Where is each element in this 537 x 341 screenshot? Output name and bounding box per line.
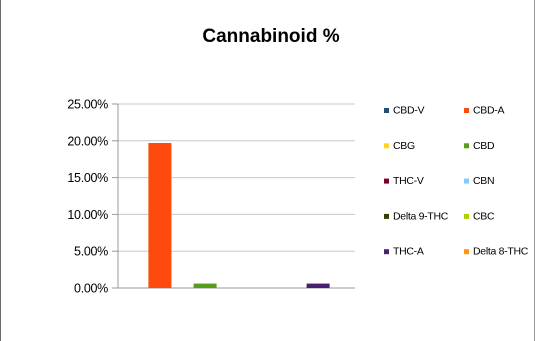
y-tick-label: 0.00%	[74, 282, 108, 296]
legend-swatch	[384, 249, 389, 255]
legend-label: CBC	[473, 210, 495, 222]
legend-label: CBD-V	[393, 105, 424, 117]
legend-swatch	[384, 108, 389, 113]
chart-title: Cannabinoid %	[202, 26, 339, 47]
bars	[148, 143, 330, 288]
legend-label: CBN	[473, 175, 494, 187]
legend-swatch	[464, 143, 469, 149]
legend-swatch	[384, 213, 389, 219]
legend-label: Delta 8-THC	[473, 246, 529, 258]
legend-swatch	[384, 178, 389, 184]
legend-label: CBD	[473, 140, 495, 152]
legend: CBD-V CBD-A CBG CBD THC-V CBN Delta 9-THC CBC TH…	[384, 105, 529, 258]
y-tick-label: 25.00%	[67, 98, 108, 112]
y-tick-label: 10.00%	[67, 208, 108, 222]
legend-swatch	[464, 108, 469, 113]
legend-label: Delta 9-THC	[393, 210, 449, 222]
legend-swatch	[384, 143, 389, 149]
y-tick-label: 15.00%	[67, 171, 108, 185]
legend-label: CBG	[393, 140, 415, 152]
y-axis-ticks: 0.00% 5.00% 10.00% 15.00% 20.00% 25.00%	[67, 98, 119, 296]
bar-thc-a	[306, 283, 330, 288]
legend-label: CBD-A	[473, 105, 504, 117]
legend-swatch	[464, 249, 469, 255]
legend-swatch	[464, 178, 469, 184]
legend-swatch	[464, 213, 469, 219]
legend-label: THC-A	[393, 246, 424, 258]
y-tick-label: 5.00%	[74, 245, 108, 259]
bar-cbd-a	[148, 143, 172, 288]
bar-cbd	[193, 283, 217, 288]
y-tick-label: 20.00%	[67, 134, 108, 148]
legend-label: THC-V	[393, 175, 424, 187]
